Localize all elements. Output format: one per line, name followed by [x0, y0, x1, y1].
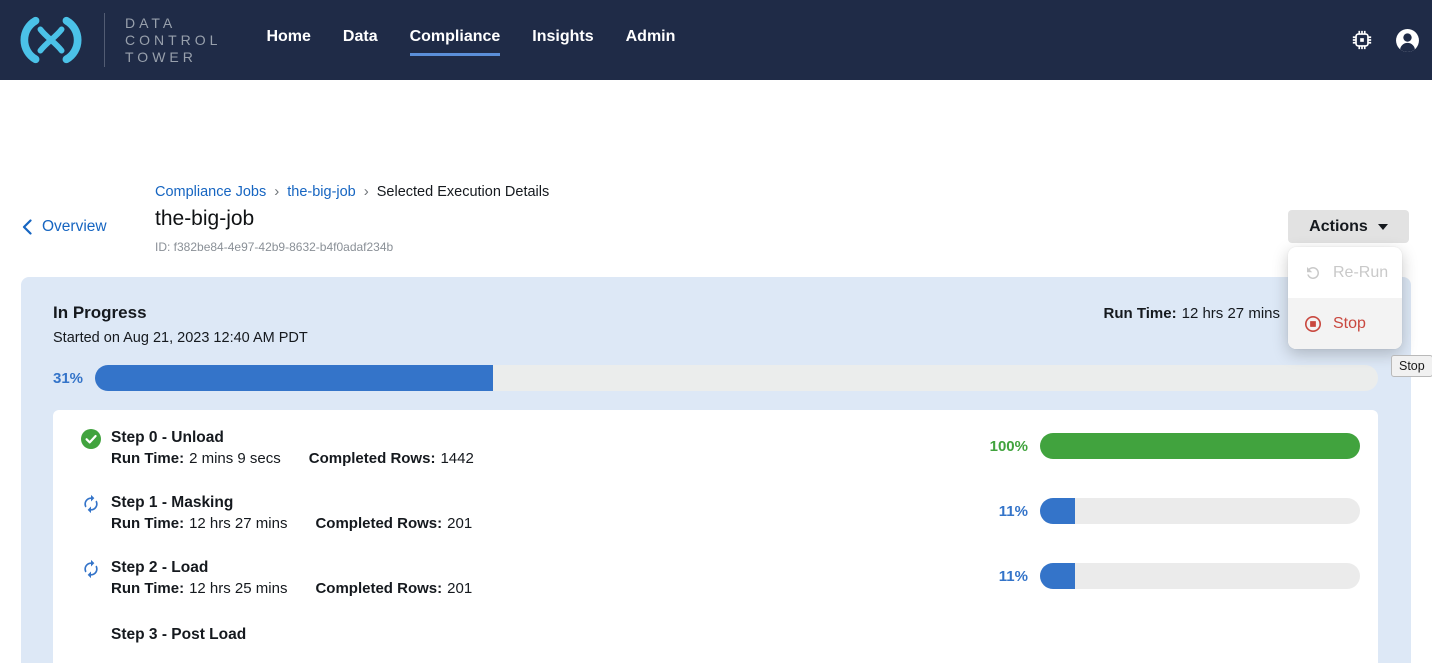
actions-button[interactable]: Actions	[1288, 210, 1409, 243]
step-run-time-value: 12 hrs 25 mins	[189, 580, 288, 597]
started-timestamp: Started on Aug 21, 2023 12:40 AM PDT	[53, 330, 308, 346]
step-completed-rows-value: 1442	[440, 450, 474, 467]
step-text: Step 1 - Masking Run Time: 12 hrs 27 mins…	[111, 493, 472, 535]
menu-item-rerun[interactable]: Re-Run	[1288, 247, 1402, 298]
back-to-overview-link[interactable]: Overview	[22, 218, 107, 236]
page-title: the-big-job	[155, 207, 255, 230]
step-run-time-label: Run Time:	[111, 580, 185, 597]
step-completed-rows-value: 201	[447, 515, 473, 532]
step-title: Step 2 - Load	[111, 559, 209, 576]
step-progress-bar	[1040, 498, 1360, 524]
breadcrumb-job[interactable]: the-big-job	[287, 183, 356, 200]
nav-right-icons	[1351, 28, 1432, 53]
check-circle-icon	[81, 429, 101, 449]
step-progress: 100%	[982, 433, 1360, 459]
step-details: Run Time: 2 mins 9 secs Completed Rows: 144…	[111, 448, 474, 470]
step-run-time-label: Run Time:	[111, 515, 185, 532]
overall-progress-bar	[95, 365, 1378, 391]
menu-item-stop-label: Stop	[1333, 314, 1366, 332]
step-completed-rows-label: Completed Rows:	[315, 515, 443, 532]
step-percent-label: 11%	[998, 502, 1028, 520]
step-icon-placeholder	[81, 626, 101, 646]
step-progress: 11%	[982, 498, 1360, 524]
rerun-icon	[1307, 266, 1319, 279]
step-title: Step 0 - Unload	[111, 429, 224, 446]
back-link-label: Overview	[42, 218, 107, 235]
sync-icon	[84, 559, 98, 579]
overall-percent-label: 31%	[53, 369, 84, 387]
caret-down-icon	[1377, 223, 1388, 230]
step-title: Step 1 - Masking	[111, 494, 234, 511]
execution-id: ID: f382be84-4e97-42b9-8632-b4f0adaf234b	[155, 240, 394, 254]
actions-button-label: Actions	[1309, 217, 1368, 235]
brand-wordmark: DATA CONTROL TOWER	[125, 15, 221, 66]
step-run-time-value: 2 mins 9 secs	[189, 450, 281, 467]
breadcrumb-current: Selected Execution Details	[376, 183, 550, 200]
overall-progress-fill	[95, 365, 493, 391]
step-progress-fill	[1040, 563, 1076, 589]
overall-progress: 31%	[53, 365, 1378, 391]
step-row-masking: Step 1 - Masking Run Time: 12 hrs 27 mins…	[81, 493, 1360, 535]
primary-nav: Home Data Compliance Insights Admin	[266, 28, 675, 56]
step-row-unload: Step 0 - Unload Run Time: 2 mins 9 secs Co…	[81, 428, 1360, 470]
execution-status-panel: In Progress Started on Aug 21, 2023 12:4…	[21, 277, 1411, 663]
nav-admin[interactable]: Admin	[625, 28, 676, 45]
menu-item-rerun-label: Re-Run	[1333, 263, 1389, 281]
nav-home[interactable]: Home	[266, 28, 311, 45]
step-run-time-label: Run Time:	[111, 450, 185, 467]
sync-icon	[84, 494, 98, 514]
menu-item-stop[interactable]: Stop	[1288, 298, 1402, 349]
step-progress-fill	[1040, 433, 1360, 459]
step-progress-bar	[1040, 433, 1360, 459]
nav-data[interactable]: Data	[342, 28, 378, 45]
breadcrumb: Compliance Jobs › the-big-job › Selected…	[155, 183, 549, 200]
status-label: In Progress	[53, 303, 147, 322]
step-percent-label: 11%	[998, 567, 1028, 585]
step-text: Step 0 - Unload Run Time: 2 mins 9 secs Co…	[111, 428, 474, 470]
step-title: Step 3 - Post Load	[111, 626, 247, 643]
steps-card: Step 0 - Unload Run Time: 2 mins 9 secs Co…	[53, 410, 1378, 663]
step-completed-rows-label: Completed Rows:	[308, 450, 436, 467]
delphix-logo-icon	[20, 16, 82, 64]
brand-line: CONTROL	[125, 31, 222, 48]
step-progress: 11%	[982, 563, 1360, 589]
stop-tooltip: Stop	[1391, 355, 1432, 377]
brand-divider	[104, 13, 105, 67]
step-text: Step 2 - Load Run Time: 12 hrs 25 mins Com…	[111, 558, 472, 600]
run-time-value: 12 hrs 27 mins	[1181, 305, 1280, 322]
step-completed-rows-label: Completed Rows:	[315, 580, 443, 597]
step-progress-fill	[1040, 498, 1076, 524]
stop-icon	[1304, 315, 1322, 332]
breadcrumb-separator-icon: ›	[363, 183, 369, 200]
settings-chip-icon[interactable]	[1351, 29, 1373, 51]
step-completed-rows-value: 201	[447, 580, 473, 597]
step-run-time-value: 12 hrs 27 mins	[189, 515, 288, 532]
step-details: Run Time: 12 hrs 25 mins Completed Rows: 20…	[111, 578, 472, 600]
breadcrumb-compliance-jobs[interactable]: Compliance Jobs	[155, 183, 267, 200]
step-row-load: Step 2 - Load Run Time: 12 hrs 25 mins Com…	[81, 558, 1360, 600]
main-content: Overview Compliance Jobs › the-big-job ›…	[0, 80, 1432, 663]
nav-insights[interactable]: Insights	[532, 28, 594, 45]
user-account-icon[interactable]	[1395, 28, 1420, 53]
brand-line: TOWER	[125, 48, 197, 65]
actions-dropdown-menu: Re-Run Stop	[1288, 247, 1402, 349]
overall-run-time: Run Time: 12 hrs 27 mins	[1104, 305, 1280, 322]
run-time-label: Run Time:	[1103, 305, 1177, 322]
nav-compliance[interactable]: Compliance	[409, 28, 501, 56]
step-details: Run Time: 12 hrs 27 mins Completed Rows: 20…	[111, 513, 472, 535]
page-header: Compliance Jobs › the-big-job › Selected…	[155, 183, 549, 254]
top-navigation-bar: DATA CONTROL TOWER Home Data Compliance …	[0, 0, 1432, 80]
step-row-post-load: Step 3 - Post Load	[81, 625, 1360, 646]
step-text: Step 3 - Post Load	[111, 625, 246, 645]
chevron-left-icon	[22, 219, 32, 235]
brand-line: DATA	[125, 14, 177, 31]
step-percent-label: 100%	[989, 437, 1028, 455]
breadcrumb-separator-icon: ›	[274, 183, 280, 200]
brand[interactable]: DATA CONTROL TOWER	[14, 13, 221, 67]
step-progress-bar	[1040, 563, 1360, 589]
